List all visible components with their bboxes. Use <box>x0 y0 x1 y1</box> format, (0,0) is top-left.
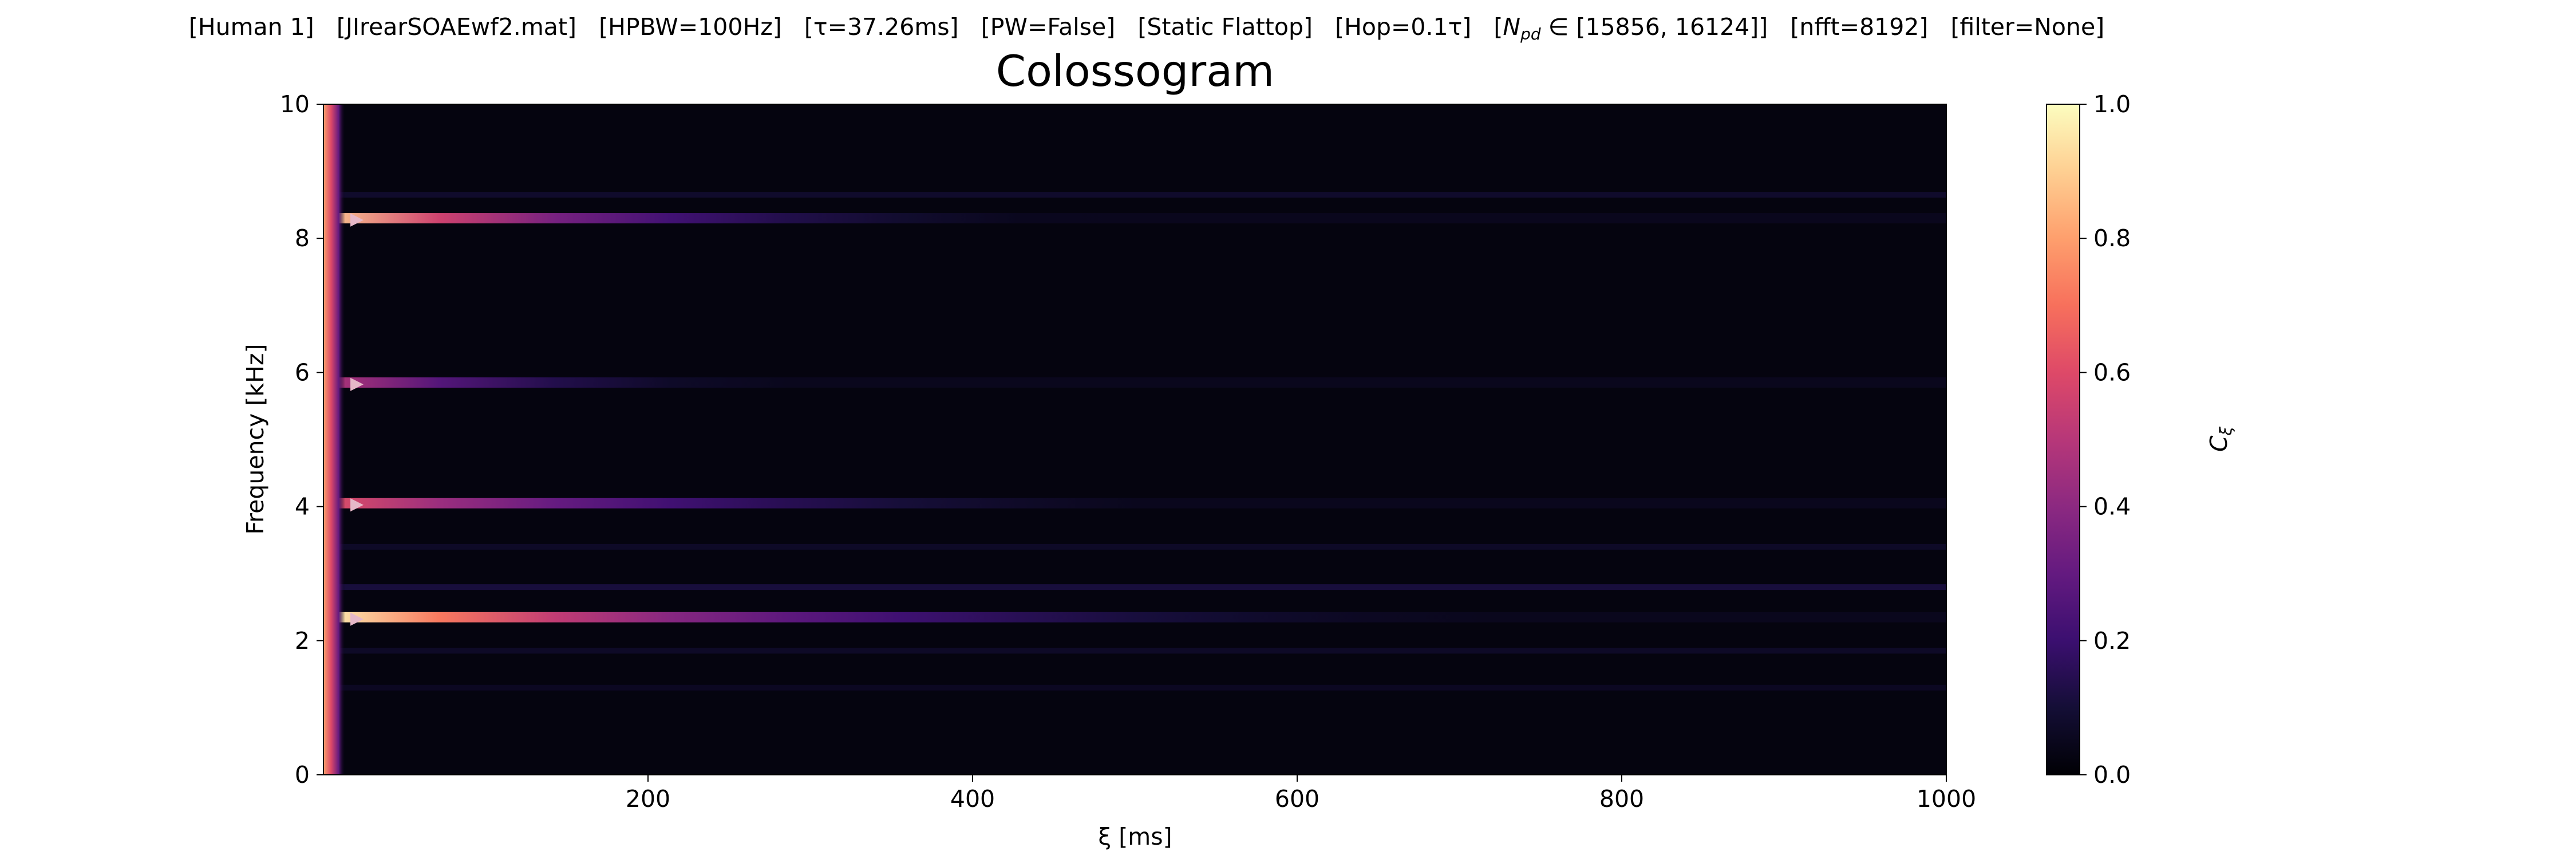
peak-marker: ▶ <box>350 608 364 628</box>
colorbar-label: Cξ <box>2205 426 2235 452</box>
heatmap-left-edge <box>323 104 345 775</box>
colorbar-tick-label: 0.0 <box>2093 761 2131 789</box>
colorbar-tick-label: 1.0 <box>2093 90 2131 118</box>
y-tick-label: 4 <box>295 493 310 521</box>
y-tick-label: 8 <box>295 224 310 252</box>
heatmap-bands <box>323 192 1946 691</box>
x-axis-label: ξ [ms] <box>1098 823 1172 850</box>
colorbar-tick-label: 0.4 <box>2093 493 2131 521</box>
y-axis-label: Frequency [kHz] <box>242 344 269 535</box>
heatmap-background <box>323 104 1946 775</box>
y-tick-label: 6 <box>295 358 310 386</box>
colorbar-ticks: 0.0 0.2 0.4 0.6 0.8 1.0 <box>2080 90 2131 789</box>
faint-band <box>323 584 1946 590</box>
peak-band <box>323 213 1946 224</box>
colorbar-gradient <box>2046 104 2080 775</box>
y-tick-label: 2 <box>295 627 310 655</box>
plot-area: ▶ ▶ ▶ ▶ <box>323 104 1947 775</box>
faint-band <box>323 192 1946 198</box>
x-tick-label: 800 <box>1599 785 1644 813</box>
suptitle: [Human 1] [JIrearSOAEwf2.mat] [HPBW=100H… <box>189 13 2104 44</box>
x-tick-label: 400 <box>950 785 995 813</box>
y-axis-ticks: 0 2 4 6 8 10 <box>280 90 323 789</box>
colorbar-tick-label: 0.2 <box>2093 627 2131 655</box>
faint-band <box>323 543 1946 550</box>
x-axis-ticks: 200 400 600 800 1000 <box>626 775 1976 813</box>
faint-band <box>323 684 1946 691</box>
peak-band <box>323 377 1946 388</box>
colorbar-tick-label: 0.8 <box>2093 224 2131 252</box>
peak-band <box>323 612 1946 622</box>
peak-markers: ▶ ▶ ▶ ▶ <box>350 209 364 628</box>
peak-marker: ▶ <box>350 209 364 229</box>
peak-marker: ▶ <box>350 494 364 514</box>
faint-band <box>323 648 1946 654</box>
x-tick-label: 600 <box>1275 785 1319 813</box>
y-tick-label: 10 <box>280 90 310 118</box>
plot-frame <box>323 104 1947 775</box>
colorbar: 0.0 0.2 0.4 0.6 0.8 1.0 Cξ <box>2046 90 2235 789</box>
x-tick-label: 200 <box>626 785 670 813</box>
peak-band <box>323 498 1946 509</box>
peak-marker: ▶ <box>350 373 364 393</box>
x-tick-label: 1000 <box>1917 785 1976 813</box>
y-tick-label: 0 <box>295 761 310 789</box>
colorbar-tick-label: 0.6 <box>2093 358 2131 386</box>
chart-title: Colossogram <box>996 46 1274 96</box>
